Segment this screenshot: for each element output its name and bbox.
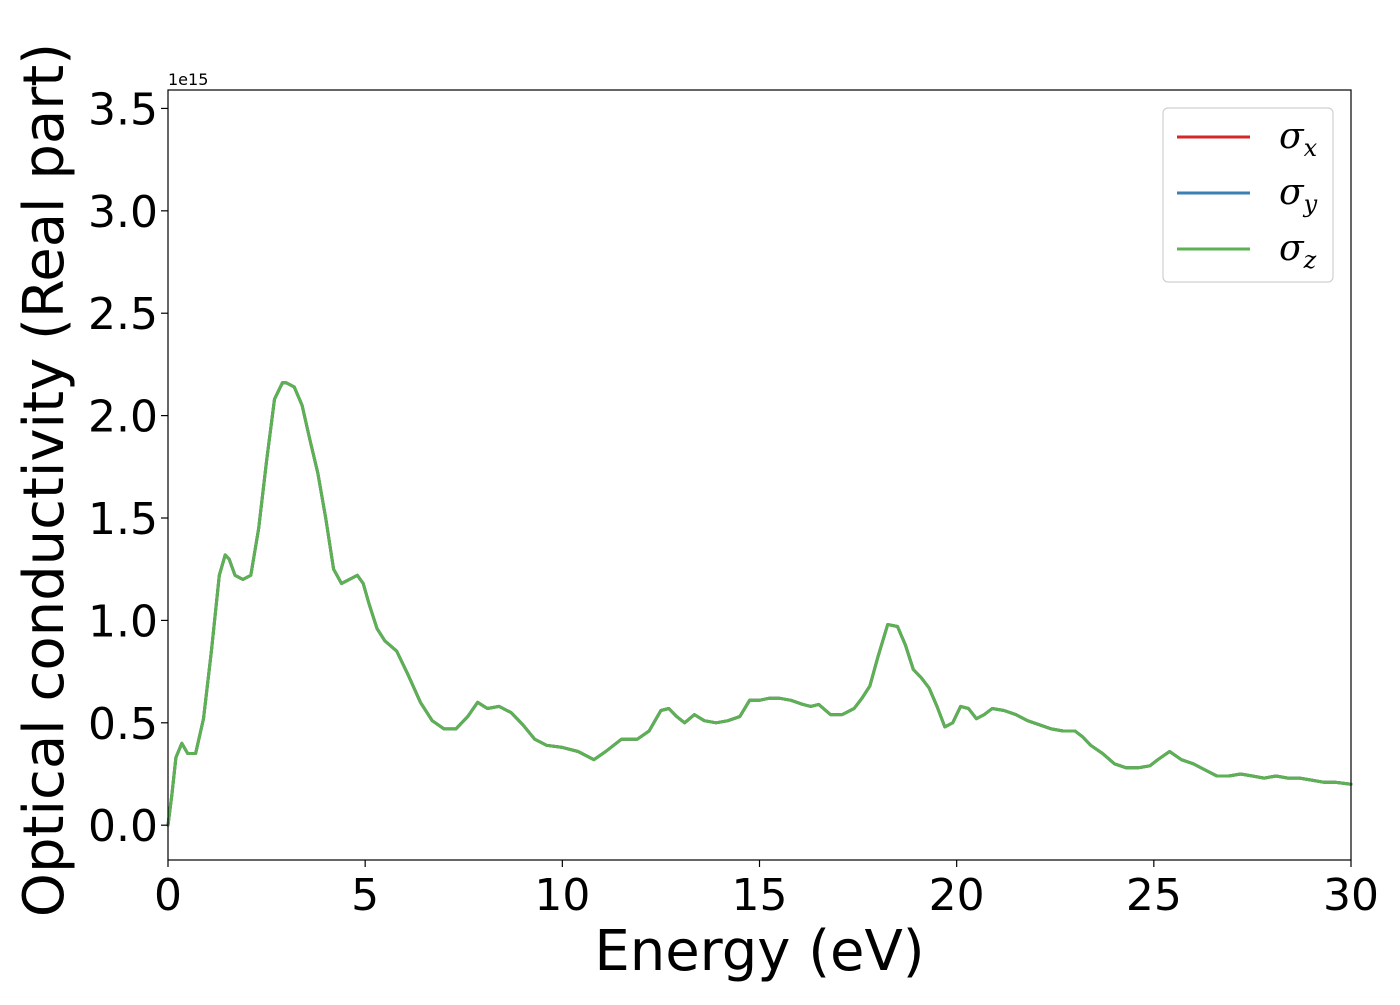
x-tick-label: 0 bbox=[154, 870, 182, 921]
x-tick-label: 15 bbox=[732, 870, 788, 921]
y-tick-label: 1.0 bbox=[88, 596, 158, 647]
x-tick-label: 25 bbox=[1126, 870, 1182, 921]
legend-label-y: σy bbox=[1279, 172, 1318, 218]
y-tick-label: 3.0 bbox=[88, 187, 158, 238]
legend-label-x: σx bbox=[1279, 116, 1318, 162]
series-line-x bbox=[166, 381, 1353, 827]
x-axis-label: Energy (eV) bbox=[594, 919, 924, 984]
x-tick-label: 30 bbox=[1323, 870, 1379, 921]
y-tick-label: 2.0 bbox=[88, 392, 158, 443]
y-axis-label: Optical conductivity (Real part) bbox=[12, 43, 77, 917]
y-tick-label: 2.5 bbox=[88, 289, 158, 340]
x-tick-label: 20 bbox=[929, 870, 985, 921]
x-tick-label: 10 bbox=[534, 870, 590, 921]
series-line-z bbox=[166, 381, 1353, 827]
x-axis: 0 5 10 15 20 25 30 bbox=[154, 860, 1379, 921]
x-tick-label: 5 bbox=[351, 870, 379, 921]
series-line-y bbox=[166, 381, 1353, 827]
y-tick-label: 0.5 bbox=[88, 699, 158, 750]
y-tick-label: 0.0 bbox=[88, 801, 158, 852]
y-offset-text: 1e15 bbox=[168, 70, 208, 89]
legend-box bbox=[1162, 107, 1334, 283]
y-tick-label: 3.5 bbox=[88, 84, 158, 135]
y-axis: 0.0 0.5 1.0 1.5 2.0 2.5 3.0 3.5 bbox=[88, 84, 168, 852]
y-tick-label: 1.5 bbox=[88, 494, 158, 545]
plot-area bbox=[166, 381, 1353, 827]
